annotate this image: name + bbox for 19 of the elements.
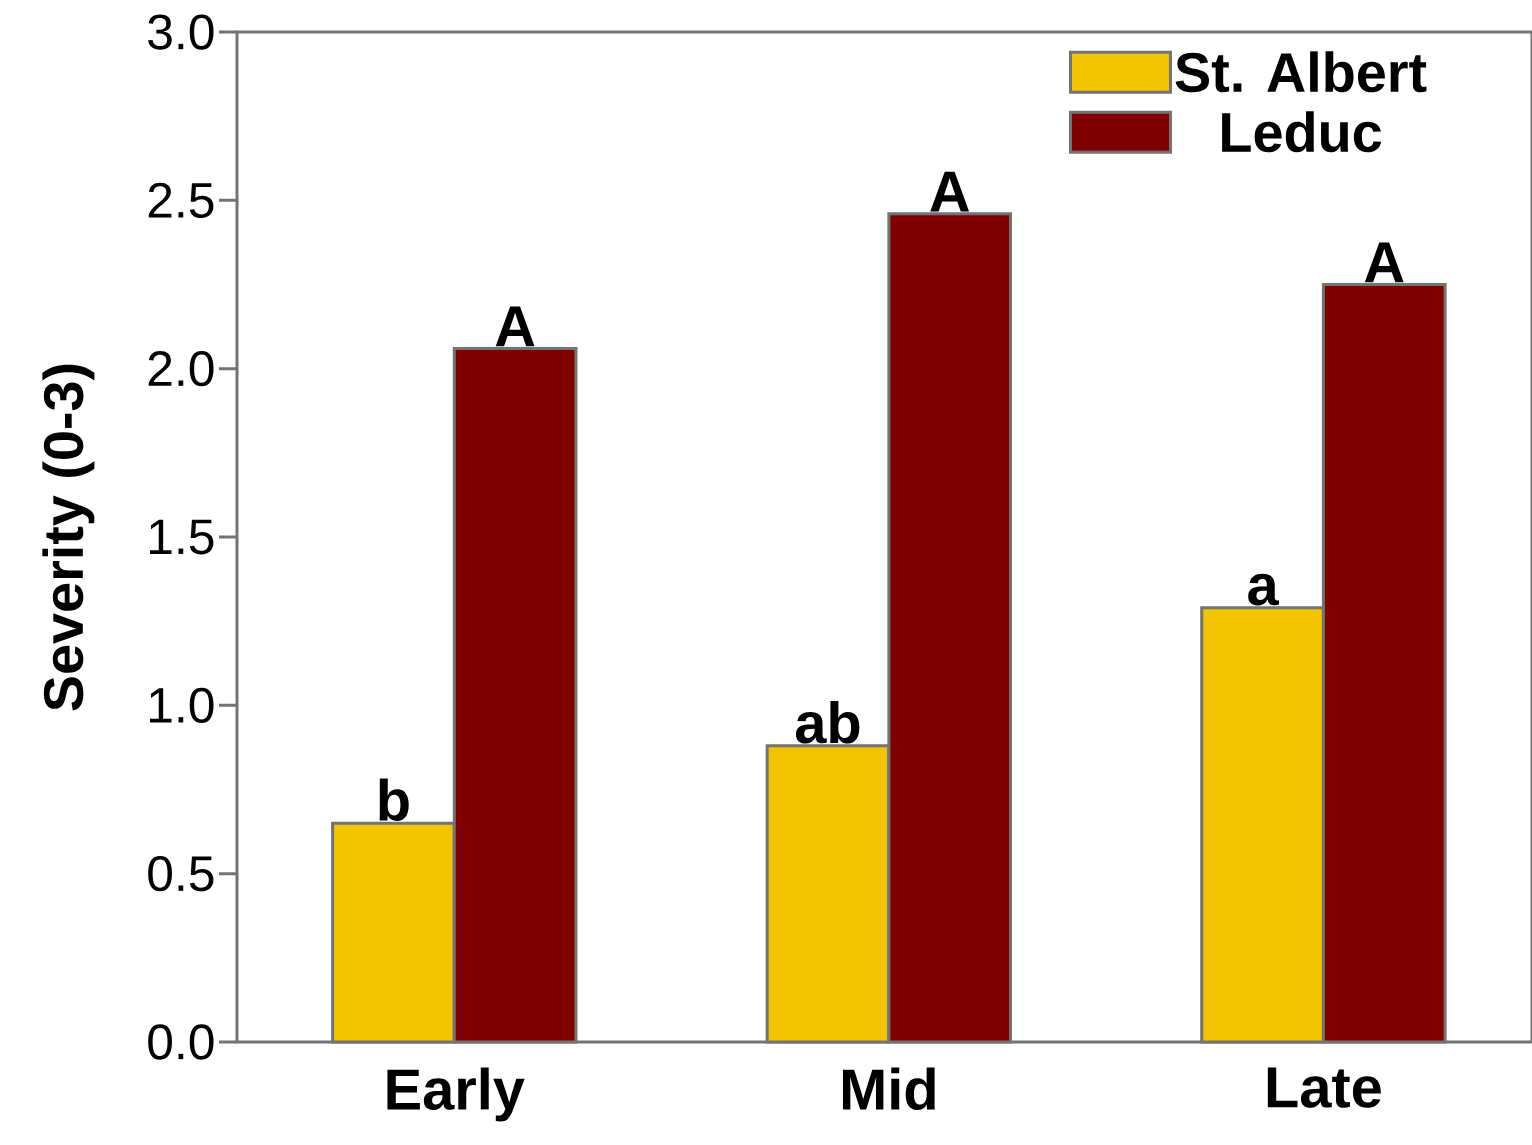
y-tick-label: 0.5 — [148, 856, 214, 892]
annotation: b — [379, 778, 409, 821]
annotation: A — [930, 171, 970, 212]
legend-label: Leduc — [1222, 111, 1382, 153]
y-tick-label: 1.5 — [150, 519, 214, 555]
annotation: ab — [795, 701, 860, 744]
y-axis-title: Severity (0-3) — [42, 364, 95, 711]
annotation: a — [1248, 573, 1279, 606]
y-tick-label: 2.0 — [148, 351, 214, 387]
annotation: A — [495, 306, 535, 347]
y-tick-label: 0.0 — [148, 1024, 214, 1060]
y-tick-label: 1.0 — [150, 687, 214, 723]
x-tick-label: Mid — [842, 1067, 935, 1110]
legend-label: St. Albert — [1175, 51, 1427, 93]
y-tick-label: 2.5 — [148, 182, 214, 218]
annotation: A — [1364, 242, 1404, 283]
x-tick-label: Early — [387, 1067, 525, 1122]
y-tick-label: 3.0 — [148, 14, 214, 50]
x-tick-label: Late — [1267, 1067, 1381, 1108]
